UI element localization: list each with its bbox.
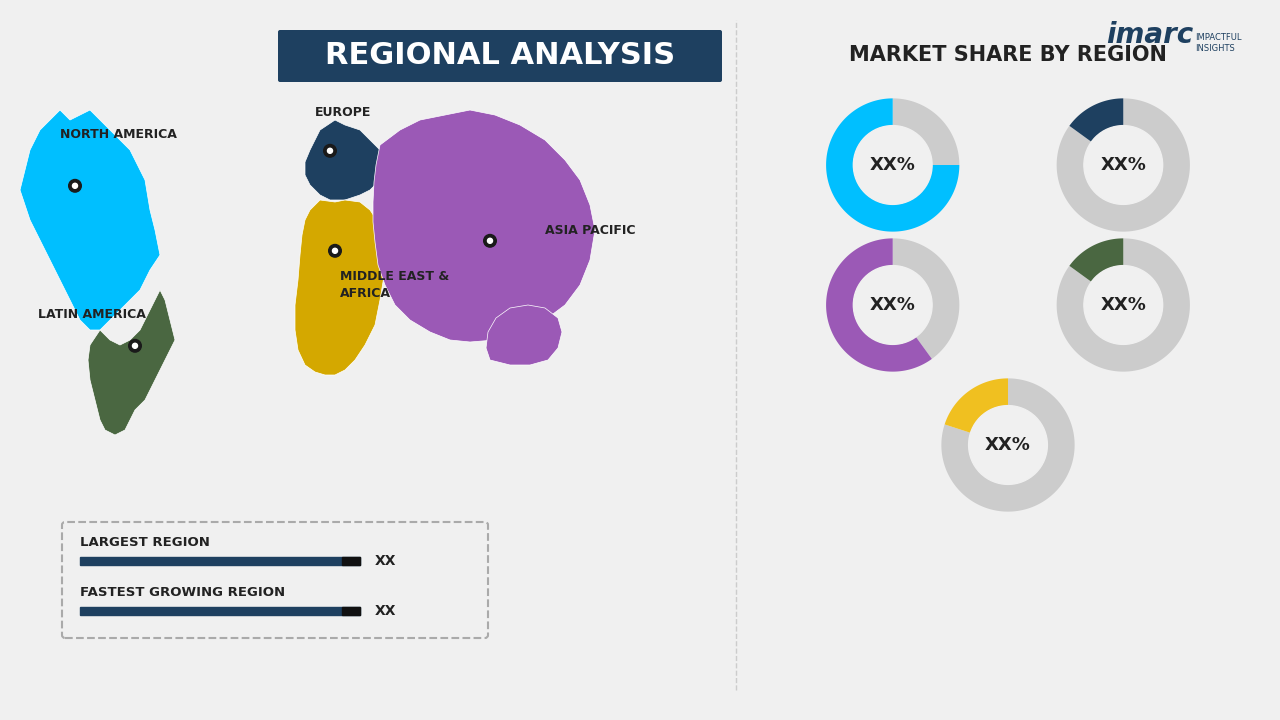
Text: XX%: XX%	[986, 436, 1030, 454]
Bar	[342, 607, 360, 615]
Circle shape	[969, 405, 1047, 485]
Text: ASIA PACIFIC: ASIA PACIFIC	[545, 223, 635, 236]
Circle shape	[329, 245, 342, 257]
Text: EUROPE: EUROPE	[315, 106, 371, 119]
Polygon shape	[1069, 238, 1124, 282]
Polygon shape	[826, 238, 932, 372]
Text: imarc: imarc	[1106, 21, 1194, 49]
FancyBboxPatch shape	[61, 522, 488, 638]
Text: LATIN AMERICA: LATIN AMERICA	[38, 308, 146, 322]
Polygon shape	[826, 99, 959, 232]
Polygon shape	[329, 251, 340, 256]
Text: MIDDLE EAST &
AFRICA: MIDDLE EAST & AFRICA	[340, 270, 449, 300]
Circle shape	[854, 266, 932, 344]
FancyBboxPatch shape	[278, 30, 722, 82]
Circle shape	[488, 238, 493, 243]
Polygon shape	[1057, 238, 1190, 372]
Polygon shape	[892, 238, 959, 359]
Circle shape	[133, 343, 137, 348]
Text: NORTH AMERICA: NORTH AMERICA	[60, 128, 177, 142]
Circle shape	[73, 184, 78, 189]
Polygon shape	[941, 379, 1075, 512]
Polygon shape	[88, 290, 175, 435]
Polygon shape	[945, 379, 1009, 433]
Polygon shape	[486, 305, 562, 365]
Circle shape	[1084, 266, 1162, 344]
Circle shape	[484, 235, 497, 247]
Text: XX%: XX%	[1101, 156, 1146, 174]
Text: XX%: XX%	[1101, 296, 1146, 314]
Circle shape	[129, 340, 141, 352]
Text: XX%: XX%	[870, 156, 915, 174]
Text: XX: XX	[375, 604, 397, 618]
Text: REGIONAL ANALYSIS: REGIONAL ANALYSIS	[325, 42, 675, 71]
Circle shape	[324, 145, 337, 157]
Bar	[79, 557, 360, 565]
Text: XX%: XX%	[870, 296, 915, 314]
Polygon shape	[324, 150, 335, 156]
Polygon shape	[294, 200, 385, 375]
Text: FASTEST GROWING REGION: FASTEST GROWING REGION	[79, 587, 285, 600]
Circle shape	[854, 125, 932, 204]
Text: LARGEST REGION: LARGEST REGION	[79, 536, 210, 549]
Polygon shape	[892, 99, 959, 165]
Bar	[79, 607, 360, 615]
Polygon shape	[372, 110, 595, 342]
Polygon shape	[1057, 99, 1190, 232]
Polygon shape	[305, 120, 385, 200]
Polygon shape	[69, 186, 81, 192]
Text: IMPACTFUL
INSIGHTS: IMPACTFUL INSIGHTS	[1196, 33, 1242, 53]
Circle shape	[1084, 125, 1162, 204]
Polygon shape	[129, 346, 141, 351]
Polygon shape	[484, 240, 495, 246]
Polygon shape	[1069, 99, 1124, 142]
Polygon shape	[20, 110, 160, 330]
Text: XX: XX	[375, 554, 397, 568]
Text: MARKET SHARE BY REGION: MARKET SHARE BY REGION	[849, 45, 1167, 65]
Circle shape	[328, 148, 333, 153]
Circle shape	[69, 179, 82, 192]
Circle shape	[333, 248, 338, 253]
Bar	[342, 557, 360, 565]
